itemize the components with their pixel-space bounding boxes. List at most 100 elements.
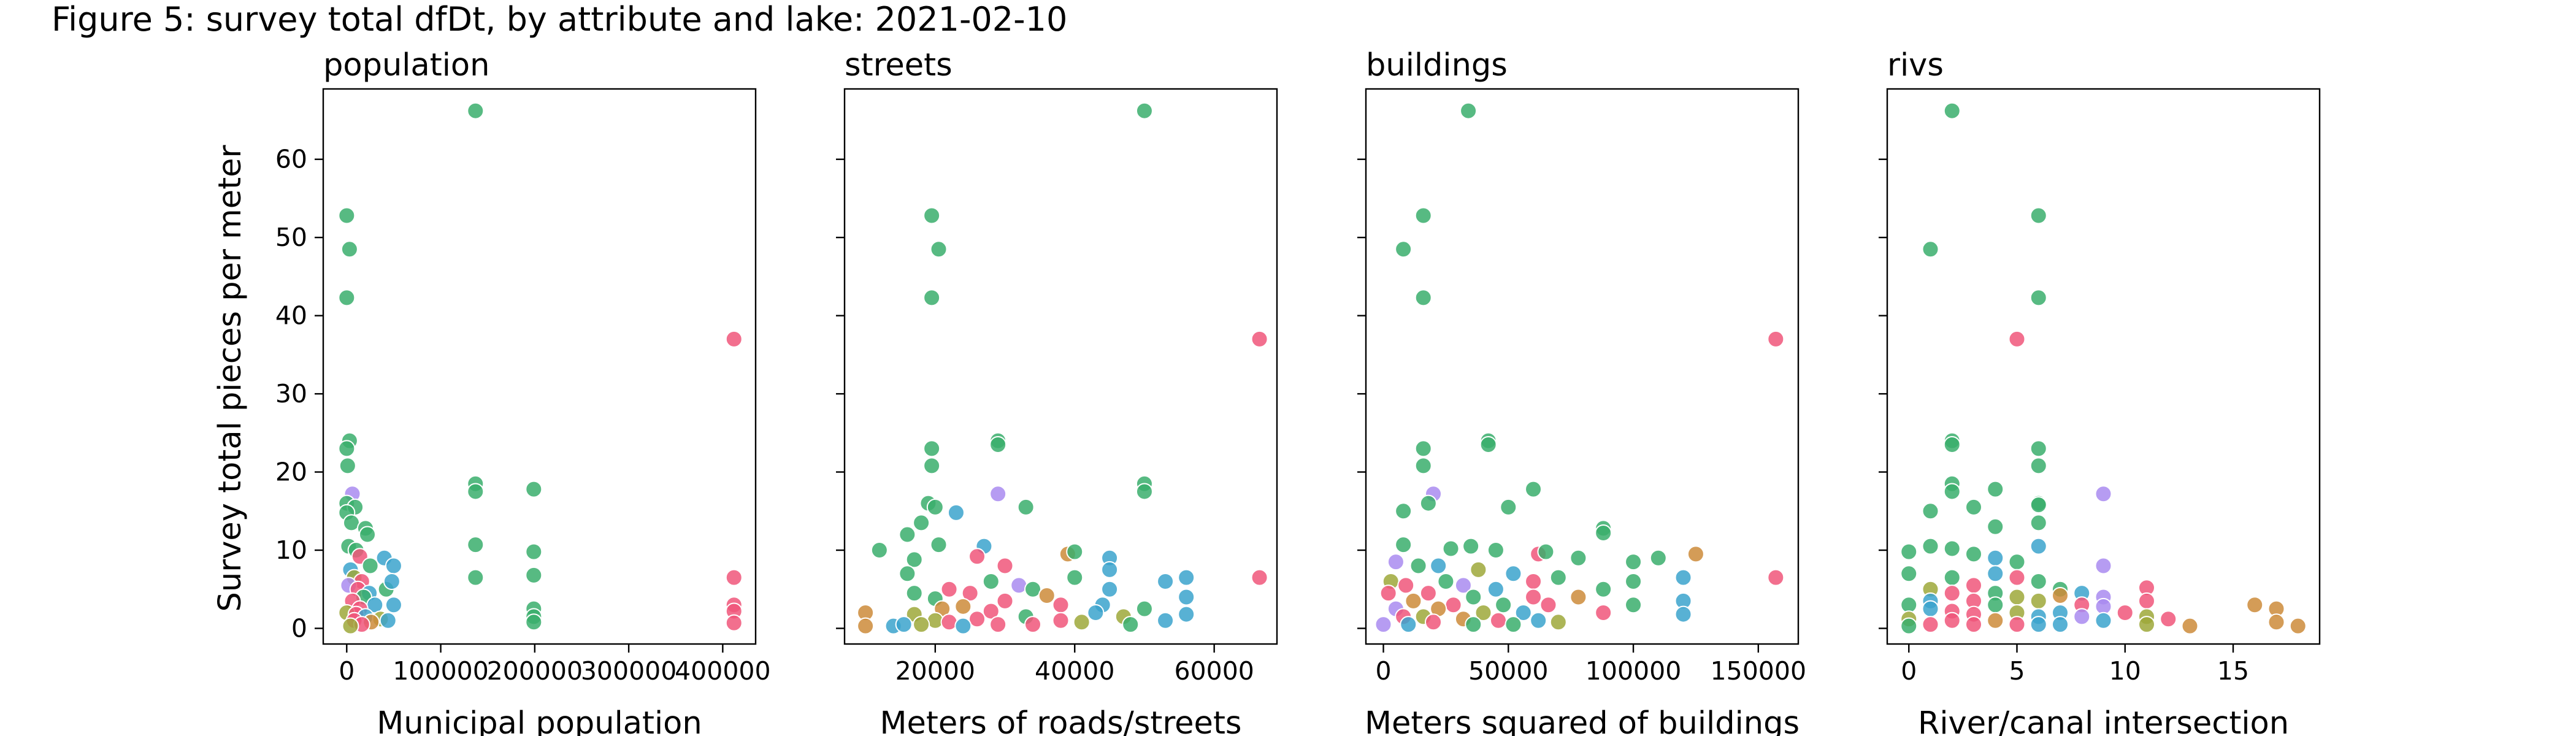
scatter-point — [725, 330, 743, 348]
scatter-point — [1425, 613, 1443, 631]
scatter-point — [870, 542, 888, 559]
axes-frame — [1886, 88, 2321, 645]
scatter-point — [1387, 553, 1405, 571]
scatter-point — [467, 483, 485, 500]
scatter-point — [1943, 611, 1961, 629]
x-tick-label: 10 — [2109, 656, 2141, 686]
scatter-point — [2246, 596, 2264, 614]
scatter-point — [1987, 518, 2004, 535]
panel-title: rivs — [1887, 47, 1944, 83]
scatter-point — [1900, 617, 1918, 635]
scatter-point — [1922, 616, 1939, 634]
scatter-point — [1251, 330, 1268, 348]
scatter-point — [2030, 207, 2047, 224]
scatter-point — [1122, 616, 1140, 634]
x-tick-label: 100000 — [1585, 656, 1682, 686]
x-tick-label: 100000 — [393, 656, 489, 686]
scatter-point — [1987, 611, 2004, 629]
scatter-point — [989, 616, 1007, 634]
scatter-point — [2030, 537, 2047, 555]
scatter-point — [2030, 573, 2047, 591]
scatter-point — [359, 526, 377, 543]
scatter-point — [1479, 435, 1497, 453]
scatter-point — [525, 480, 543, 498]
scatter-point — [1444, 596, 1462, 614]
scatter-point — [1595, 524, 1612, 542]
scatter-point — [525, 613, 543, 631]
x-tick-label: 5 — [2009, 656, 2025, 686]
scatter-point — [338, 440, 356, 458]
y-tick-label: 60 — [275, 145, 307, 174]
scatter-point — [379, 611, 397, 629]
x-tick-label: 60000 — [1174, 656, 1254, 686]
scatter-point — [2030, 289, 2047, 307]
scatter-point — [1052, 611, 1070, 629]
scatter-point — [905, 551, 923, 569]
scatter-point — [1414, 207, 1432, 224]
scatter-point — [1495, 596, 1512, 614]
scatter-point — [1178, 588, 1195, 606]
panel-rivs: rivs 0 5 10 15 River/canal intersection — [1879, 47, 2321, 736]
panel-title: buildings — [1366, 47, 1508, 83]
scatter-point — [1525, 573, 1543, 591]
scatter-point — [383, 573, 401, 591]
scatter-point — [467, 569, 485, 586]
panel-buildings: buildings 0 50000 100000 150000 Meters square… — [1357, 47, 1806, 736]
scatter-point — [1900, 565, 1918, 583]
scatter-point — [968, 610, 986, 628]
x-tick-label: 50000 — [1468, 656, 1548, 686]
x-tick-label: 20000 — [895, 656, 975, 686]
scatter-point — [2008, 588, 2026, 606]
scatter-point — [1135, 600, 1153, 618]
scatter-point — [1470, 561, 1487, 578]
scatter-point — [1525, 588, 1543, 606]
scatter-point — [1687, 545, 1704, 563]
scatter-point — [2008, 616, 2026, 634]
scatter-point — [1073, 613, 1091, 631]
panel-population: population 0 10 20 30 40 50 60 0 1000002000003000… — [275, 47, 771, 736]
scatter-point — [1570, 588, 1587, 606]
scatter-point — [1066, 543, 1084, 561]
scatter-point — [2095, 611, 2112, 629]
scatter-point — [1178, 605, 1195, 623]
scatter-point — [1943, 435, 1961, 453]
scatter-point — [1066, 569, 1084, 586]
panel-streets: streets 20000 40000 60000 Meters of roads/st… — [836, 47, 1278, 736]
x-tick-label: 0 — [339, 656, 355, 686]
scatter-point — [982, 602, 1000, 620]
scatter-point — [947, 504, 965, 521]
scatter-point — [1157, 611, 1175, 629]
scatter-point — [1414, 289, 1432, 307]
scatter-point — [2052, 586, 2069, 604]
scatter-point — [923, 207, 941, 224]
scatter-point — [930, 536, 948, 554]
scatter-point — [930, 240, 948, 258]
scatter-point — [1987, 596, 2004, 614]
scatter-point — [1101, 561, 1119, 578]
scatter-point — [525, 566, 543, 584]
scatter-point — [1530, 611, 1547, 629]
scatter-point — [899, 526, 916, 543]
scatter-point — [1922, 600, 1939, 618]
scatter-point — [1943, 569, 1961, 586]
scatter-point — [1442, 540, 1460, 558]
scatter-point — [1649, 549, 1667, 567]
scatter-point — [2030, 514, 2047, 532]
scatter-point — [2289, 617, 2307, 635]
scatter-point — [1024, 580, 1042, 598]
scatter-point — [2138, 592, 2155, 610]
scatter-point — [1038, 586, 1056, 604]
scatter-point — [1595, 580, 1612, 598]
scatter-point — [961, 585, 979, 602]
scatter-point — [926, 498, 944, 516]
scatter-point — [1965, 577, 1982, 594]
scatter-point — [1965, 616, 1982, 634]
scatter-point — [1505, 565, 1522, 583]
scatter-point — [1987, 565, 2004, 583]
scatter-point — [954, 597, 972, 615]
scatter-point — [1017, 498, 1035, 516]
scatter-point — [338, 289, 356, 307]
axes-frame — [1365, 88, 1800, 645]
scatter-point — [2095, 485, 2112, 503]
scatter-point — [1549, 613, 1567, 631]
